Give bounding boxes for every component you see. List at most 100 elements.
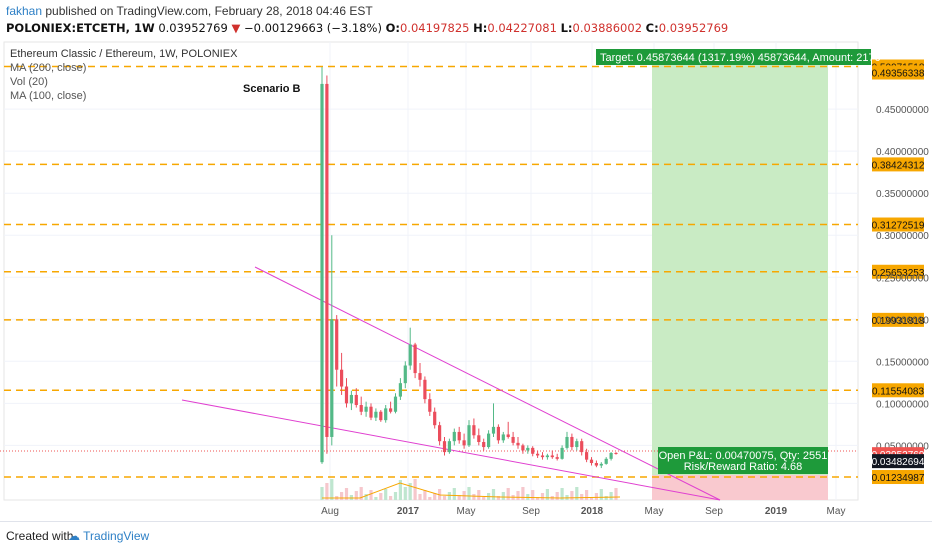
candle-body[interactable] <box>589 459 594 464</box>
candle-body[interactable] <box>516 442 520 446</box>
x-tick-label: Sep <box>522 506 540 517</box>
candle-body[interactable] <box>526 447 530 451</box>
candle-body[interactable] <box>457 431 461 441</box>
candle-body[interactable] <box>379 411 383 421</box>
candle-body[interactable] <box>599 463 603 466</box>
candle-body[interactable] <box>482 442 486 448</box>
candle-body[interactable] <box>575 441 579 448</box>
candle-body[interactable] <box>320 83 324 463</box>
candle-body[interactable] <box>521 445 525 451</box>
candle-body[interactable] <box>325 83 329 437</box>
candle-body[interactable] <box>604 458 608 464</box>
volume-bar <box>521 487 525 500</box>
candle-body[interactable] <box>452 431 456 442</box>
candle-body[interactable] <box>335 319 339 370</box>
candle-body[interactable] <box>413 344 417 374</box>
x-tick-label: 2017 <box>397 506 420 517</box>
pnl-label-box <box>658 447 828 474</box>
candle-body[interactable] <box>384 408 388 421</box>
price-level-tag <box>872 312 924 327</box>
candle-body[interactable] <box>585 452 589 460</box>
volume-bar <box>418 494 422 500</box>
candle-body[interactable] <box>447 441 451 453</box>
candles[interactable] <box>320 67 618 469</box>
candle-body[interactable] <box>374 411 378 418</box>
candle-body[interactable] <box>540 455 545 458</box>
price-level-label: 0.31272519 <box>872 221 925 232</box>
candle-body[interactable] <box>496 426 500 441</box>
target-label[interactable]: Target: 0.45873644 (1317.19%) 45873644, … <box>596 49 881 65</box>
candle-body[interactable] <box>609 452 613 459</box>
candle-body[interactable] <box>418 373 422 380</box>
upper-trendline[interactable] <box>254 266 721 501</box>
candle-body[interactable] <box>393 396 398 412</box>
close-label: C: <box>645 21 659 35</box>
volume-bar <box>536 497 540 500</box>
time-axis[interactable]: Aug 2017 May Sep 2018 May Sep 2019 May <box>321 506 845 517</box>
candle-body[interactable] <box>536 453 540 456</box>
candle-body[interactable] <box>398 383 402 397</box>
price-level-lines[interactable]: 0.500715180.493563380.384243120.31272519… <box>4 59 925 485</box>
candle-body[interactable] <box>565 436 569 448</box>
volume-bar <box>447 492 451 500</box>
open-pnl-label[interactable]: Open P&L: 0.00470075, Qty: 2551 Risk/Rew… <box>658 447 828 474</box>
chart-area[interactable]: 0.500715180.493563380.384243120.31272519… <box>0 40 932 520</box>
volume-bar <box>320 487 324 500</box>
candle-body[interactable] <box>472 425 476 436</box>
y-tick-label: 0.40000000 <box>876 147 929 158</box>
volume-bar <box>423 490 427 500</box>
high-value: 0.04227081 <box>487 21 557 35</box>
candle-body[interactable] <box>580 441 584 453</box>
candle-body[interactable] <box>389 408 393 412</box>
candle-body[interactable] <box>560 447 564 459</box>
candle-body[interactable] <box>506 434 510 437</box>
x-tick-label: May <box>645 506 664 517</box>
candle-body[interactable] <box>442 441 447 453</box>
candle-body[interactable] <box>501 434 505 441</box>
candle-body[interactable] <box>408 344 412 366</box>
high-label: H: <box>473 21 488 35</box>
candle-body[interactable] <box>545 455 549 458</box>
candle-body[interactable] <box>433 411 437 426</box>
candle-body[interactable] <box>614 452 618 454</box>
candle-body[interactable] <box>511 436 515 443</box>
candle-body[interactable] <box>369 406 373 418</box>
candle-body[interactable] <box>477 435 481 443</box>
scenario-annotation: Scenario B <box>243 83 301 95</box>
price-level-label: 0.19931818 <box>872 316 925 327</box>
candle-body[interactable] <box>491 426 496 434</box>
legend-volume[interactable]: Vol (20) <box>10 76 48 88</box>
candle-body[interactable] <box>555 457 559 459</box>
author-link[interactable]: fakhan <box>6 4 43 18</box>
price-level-label: 0.49356338 <box>872 69 925 80</box>
candle-body[interactable] <box>570 436 574 448</box>
candle-body[interactable] <box>423 379 427 400</box>
candle-body[interactable] <box>467 425 471 446</box>
candle-body[interactable] <box>462 440 466 446</box>
legend-ma200[interactable]: MA (200, close) <box>10 62 86 74</box>
candle-body[interactable] <box>594 463 598 466</box>
candle-body[interactable] <box>359 405 363 412</box>
volume-bar <box>585 490 589 500</box>
candle-body[interactable] <box>340 369 344 387</box>
price-axis[interactable]: 0.45000000 0.40000000 0.35000000 0.30000000… <box>872 105 930 469</box>
y-tick-label: 0.35000000 <box>876 189 929 200</box>
candle-body[interactable] <box>403 365 407 384</box>
candle-body[interactable] <box>428 399 432 412</box>
candle-body[interactable] <box>354 394 358 406</box>
candle-body[interactable] <box>364 406 368 412</box>
candle-body[interactable] <box>349 394 353 404</box>
candle-body[interactable] <box>344 386 349 404</box>
candle-body[interactable] <box>438 425 442 442</box>
candlestick-chart[interactable]: 0.500715180.493563380.384243120.31272519… <box>0 40 932 520</box>
volume-bar <box>374 497 378 500</box>
candle-body[interactable] <box>531 447 535 454</box>
entry-price-label: 0.03482694 <box>872 457 925 468</box>
legend-ma100[interactable]: MA (100, close) <box>10 90 86 102</box>
target-zone <box>652 56 828 475</box>
candle-body[interactable] <box>550 455 554 458</box>
x-tick-label: 2018 <box>581 506 604 517</box>
tradingview-logo-link[interactable]: ☁ TradingView <box>68 529 149 543</box>
candle-body[interactable] <box>330 319 334 437</box>
candle-body[interactable] <box>487 433 491 448</box>
